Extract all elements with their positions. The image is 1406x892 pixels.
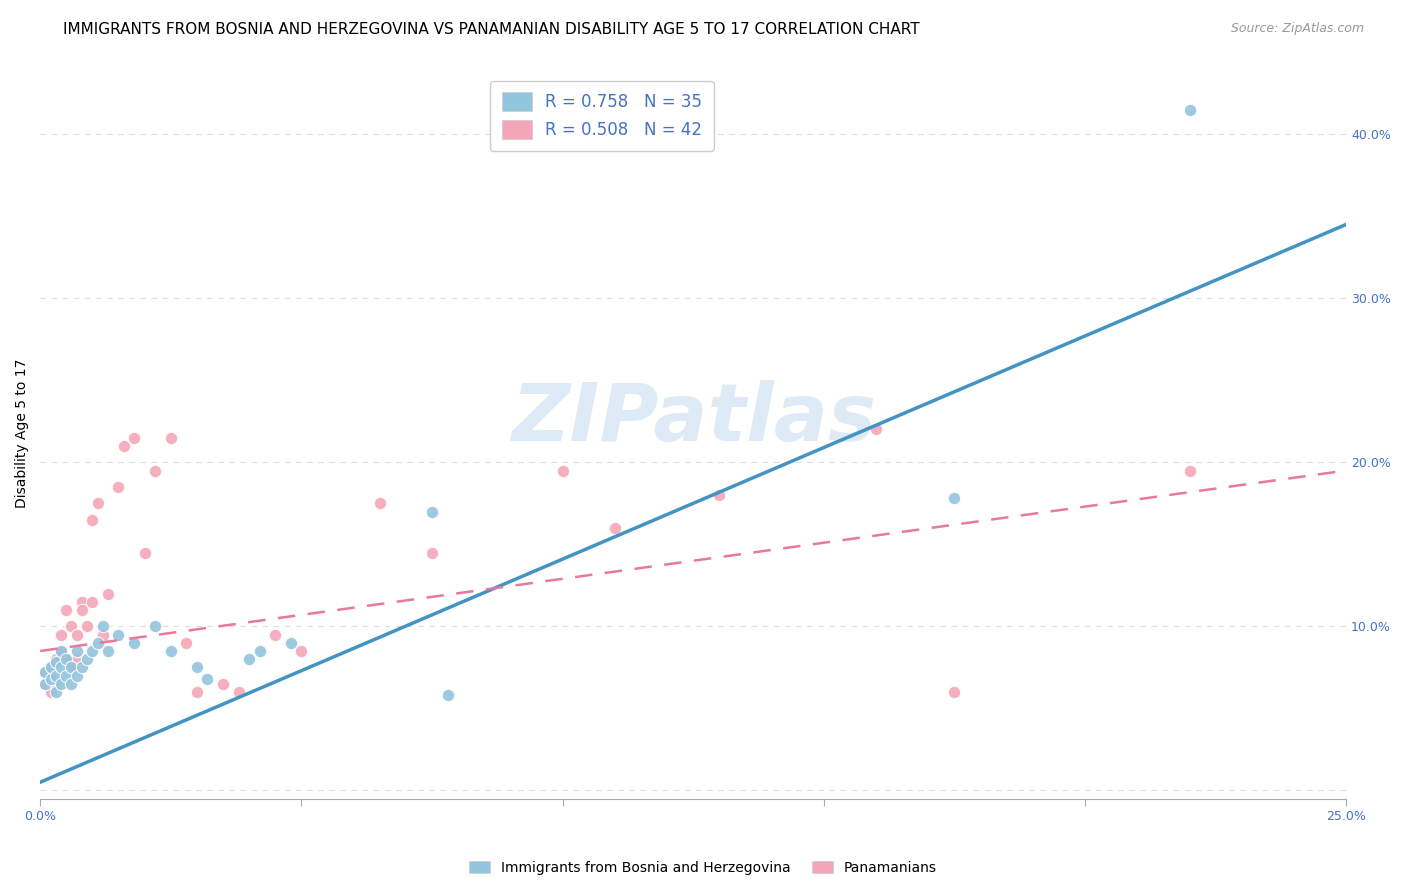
Point [66,644,89,658]
Point [865,422,887,436]
Point [76,652,98,666]
Point [34,665,56,680]
Point [186,660,208,674]
Point [1178,463,1201,477]
Point [60,660,83,674]
Point [55,668,77,682]
Text: Source: ZipAtlas.com: Source: ZipAtlas.com [1230,22,1364,36]
Point [709,488,731,502]
Point [49,677,72,691]
Point [55,603,77,617]
Point [195,672,218,686]
Point [70,595,93,609]
Point [60,619,83,633]
Point [1178,103,1201,117]
Point [176,636,198,650]
Point [45,668,67,682]
Text: IMMIGRANTS FROM BOSNIA AND HERZEGOVINA VS PANAMANIAN DISABILITY AGE 5 TO 17 CORR: IMMIGRANTS FROM BOSNIA AND HERZEGOVINA V… [63,22,920,37]
Point [39,660,62,674]
Point [159,431,181,445]
Point [943,491,966,506]
Text: ZIPatlas: ZIPatlas [510,380,876,458]
Legend: Immigrants from Bosnia and Herzegovina, Panamanians: Immigrants from Bosnia and Herzegovina, … [464,855,942,880]
Point [39,672,62,686]
Point [45,656,67,670]
Point [82,513,104,527]
Point [91,619,114,633]
Point [45,677,67,691]
Point [70,603,93,617]
Point [66,627,89,641]
Point [112,439,135,453]
Point [49,644,72,658]
Point [60,677,83,691]
Point [34,677,56,691]
Point [107,627,129,641]
Point [249,644,271,658]
Point [66,652,89,666]
Point [228,685,250,699]
Point [368,496,391,510]
Point [39,660,62,674]
Point [122,431,145,445]
Point [82,595,104,609]
Point [49,627,72,641]
Point [159,644,181,658]
Point [34,677,56,691]
Point [60,660,83,674]
Point [55,652,77,666]
Point [66,668,89,682]
Point [134,545,156,559]
Point [76,619,98,633]
Point [212,677,235,691]
Point [280,636,302,650]
Point [186,685,208,699]
Point [49,644,72,658]
Point [238,652,260,666]
Point [91,627,114,641]
Point [70,660,93,674]
Point [264,627,287,641]
Point [143,463,166,477]
Point [107,480,129,494]
Point [943,685,966,699]
Point [45,652,67,666]
Point [55,652,77,666]
Point [420,504,443,518]
Point [82,644,104,658]
Point [86,636,108,650]
Point [45,685,67,699]
Point [122,636,145,650]
Y-axis label: Disability Age 5 to 17: Disability Age 5 to 17 [15,359,30,508]
Point [143,619,166,633]
Point [86,496,108,510]
Point [603,521,626,535]
Point [97,586,120,600]
Point [551,463,574,477]
Point [39,685,62,699]
Point [420,545,443,559]
Legend: R = 0.758   N = 35, R = 0.508   N = 42: R = 0.758 N = 35, R = 0.508 N = 42 [489,80,714,151]
Point [436,688,458,702]
Point [34,665,56,680]
Point [49,660,72,674]
Point [97,644,120,658]
Point [290,644,312,658]
